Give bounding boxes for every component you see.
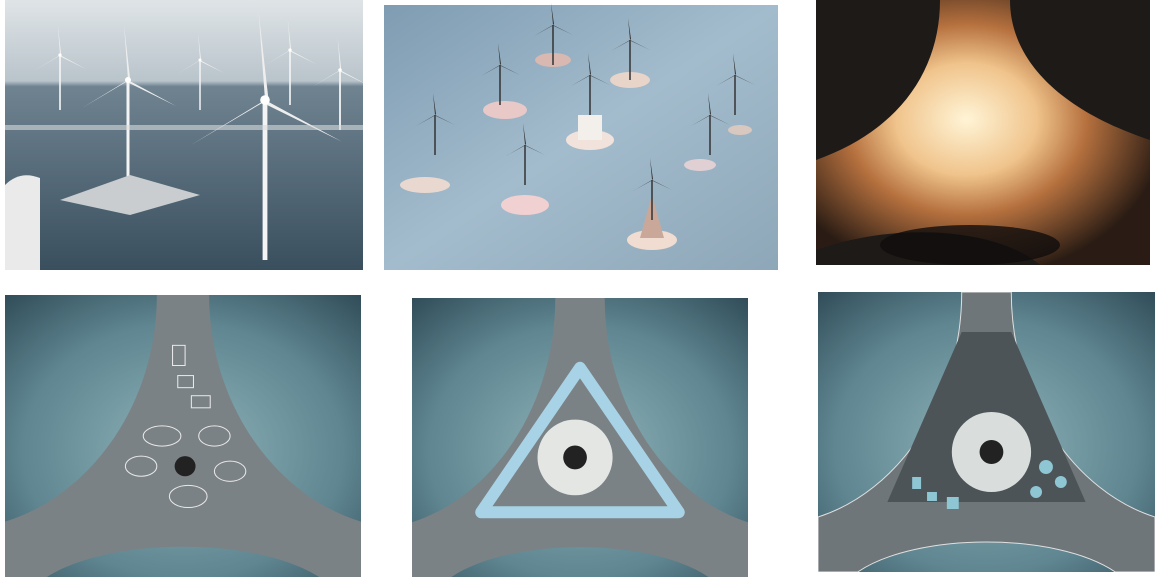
- page: {} html, body { margin: 0; padding: 0; b…: [0, 0, 1155, 577]
- plan-view-2: [412, 298, 748, 577]
- photo-background: [5, 0, 363, 270]
- plan-view-3: [818, 292, 1155, 572]
- walkway: [5, 125, 363, 130]
- plan-view-1: [5, 295, 361, 577]
- image-grid: [0, 0, 1155, 577]
- photo-turbine-models: [384, 3, 778, 270]
- foreground-turbine: [5, 175, 40, 270]
- photo-interior: [816, 0, 1150, 265]
- reflection: [880, 225, 1060, 265]
- page-body: [0, 0, 1155, 577]
- photo-wind-farm: [5, 0, 369, 270]
